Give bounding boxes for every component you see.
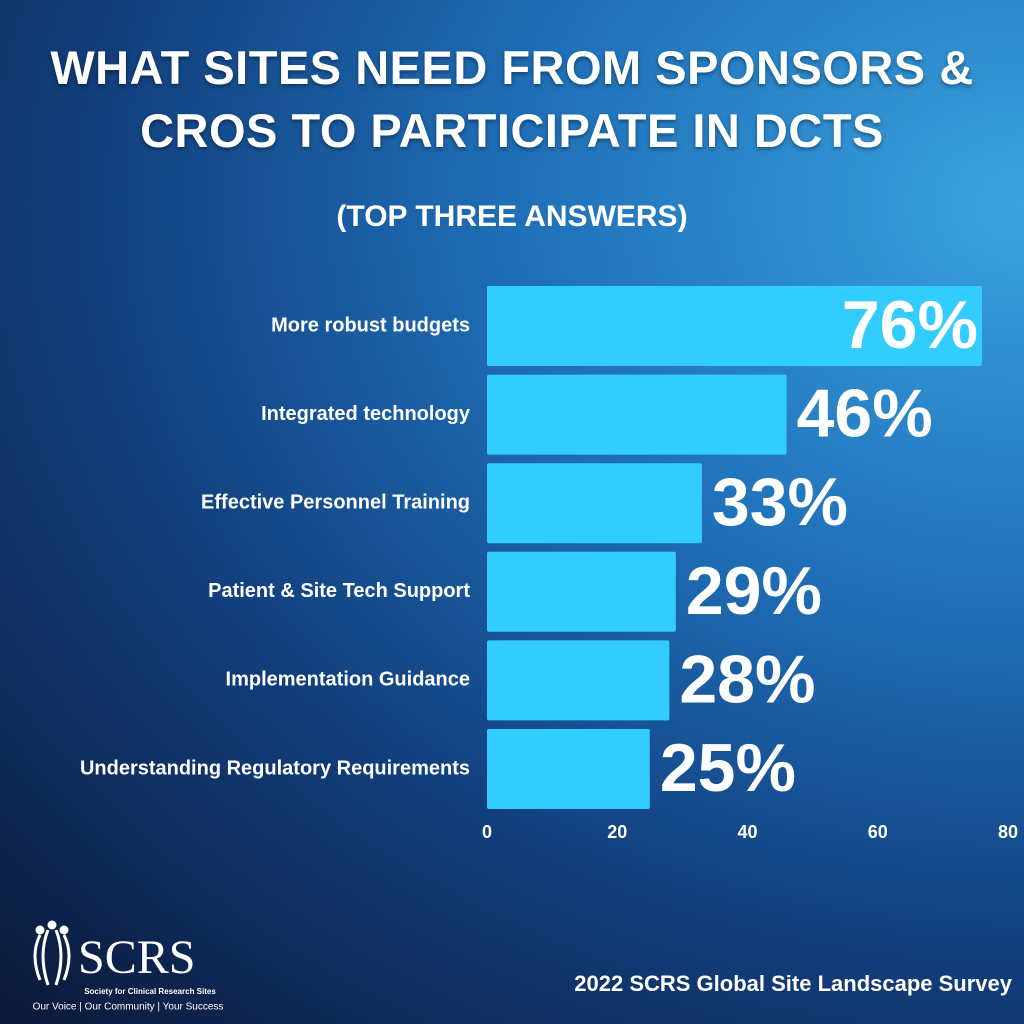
value-label: 28% <box>679 641 815 717</box>
category-label: Implementation Guidance <box>226 669 470 691</box>
x-tick-label: 0 <box>482 822 492 842</box>
logo-tagline: Our Voice | Our Community | Your Success <box>33 1002 224 1013</box>
bar <box>487 640 670 721</box>
x-tick-label: 40 <box>737 822 757 842</box>
bar <box>487 286 982 366</box>
value-label: 25% <box>660 730 796 806</box>
chart-title: WHAT SITES NEED FROM SPONSORS & CROS TO … <box>50 41 974 157</box>
bar <box>487 374 787 455</box>
category-label: Patient & Site Tech Support <box>208 580 470 602</box>
chart-subtitle: (TOP THREE ANSWERS) <box>336 200 687 233</box>
source: 2022 SCRS Global Site Landscape Survey <box>574 971 1012 996</box>
x-tick-label: 80 <box>998 822 1018 842</box>
logo: SCRS Society for Clinical Research Sites… <box>33 920 224 1013</box>
value-label: 76% <box>842 287 978 363</box>
bar <box>487 729 650 809</box>
logo-full-name: Society for Clinical Research Sites <box>84 987 216 996</box>
category-label: More robust budgets <box>271 314 470 336</box>
logo-name: SCRS <box>78 931 195 984</box>
value-label: 29% <box>686 553 822 629</box>
value-label: 33% <box>712 464 848 540</box>
bar <box>487 551 676 632</box>
x-tick-label: 60 <box>868 822 888 842</box>
category-label: Understanding Regulatory Requirements <box>80 757 470 779</box>
x-tick-label: 20 <box>607 822 627 842</box>
category-label: Effective Personnel Training <box>201 491 470 513</box>
logo-icon <box>33 920 71 986</box>
category-label: Integrated technology <box>261 403 471 425</box>
bar <box>487 463 702 544</box>
value-label: 46% <box>797 376 933 452</box>
